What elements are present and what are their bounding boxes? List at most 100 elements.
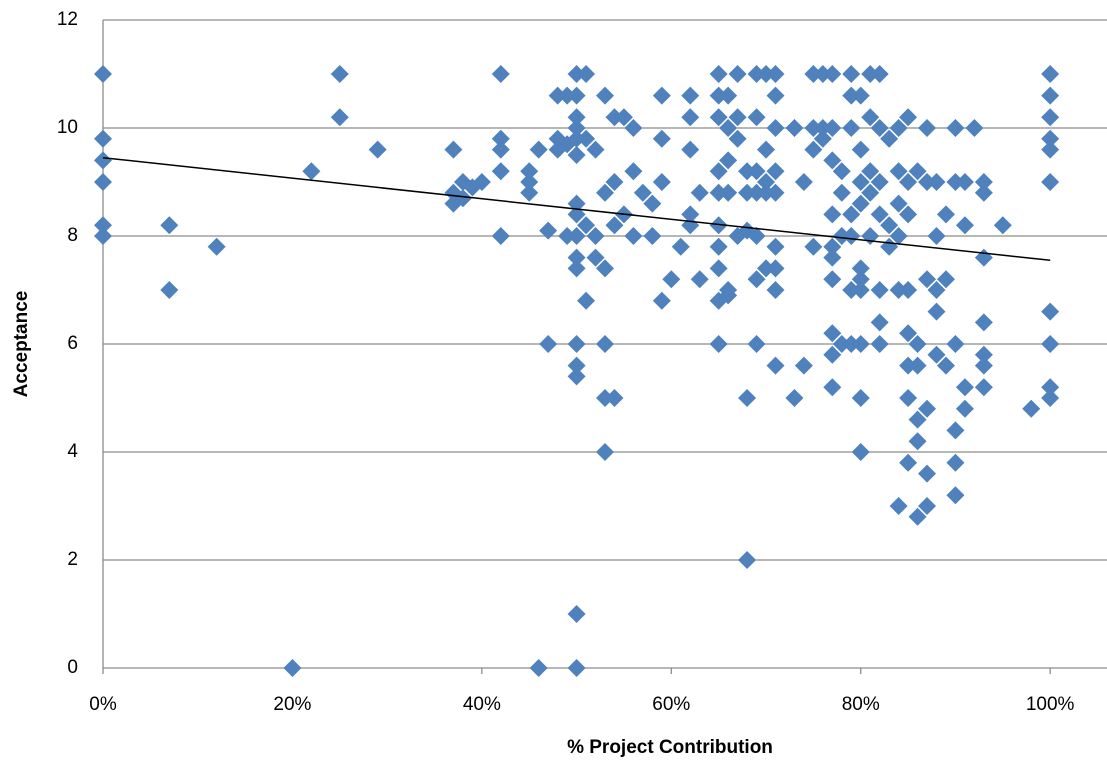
point bbox=[851, 389, 870, 407]
point bbox=[870, 313, 889, 332]
point bbox=[823, 248, 842, 267]
point bbox=[709, 216, 728, 235]
point bbox=[728, 65, 747, 83]
point bbox=[851, 173, 870, 191]
point bbox=[719, 119, 738, 137]
point bbox=[823, 237, 842, 256]
point bbox=[709, 335, 728, 353]
point bbox=[880, 216, 899, 235]
point bbox=[567, 108, 586, 127]
point bbox=[596, 86, 614, 105]
point bbox=[548, 86, 567, 105]
point bbox=[804, 65, 823, 83]
point bbox=[870, 335, 889, 353]
point bbox=[946, 421, 965, 440]
point bbox=[709, 108, 728, 127]
point bbox=[842, 227, 861, 245]
point bbox=[823, 205, 842, 224]
point bbox=[899, 205, 918, 224]
point bbox=[747, 270, 766, 289]
point bbox=[738, 551, 757, 569]
point bbox=[596, 183, 614, 202]
point bbox=[889, 194, 908, 213]
point bbox=[757, 259, 776, 278]
point bbox=[605, 108, 624, 127]
point bbox=[577, 65, 596, 83]
point bbox=[567, 259, 586, 278]
point bbox=[955, 216, 974, 235]
point bbox=[757, 65, 776, 83]
point bbox=[785, 389, 804, 407]
point bbox=[861, 227, 880, 245]
point bbox=[596, 443, 614, 461]
point bbox=[785, 119, 804, 137]
point bbox=[889, 119, 908, 137]
point bbox=[908, 335, 927, 353]
point bbox=[766, 237, 785, 256]
point bbox=[861, 65, 880, 83]
point bbox=[283, 659, 302, 677]
point bbox=[302, 162, 321, 181]
point bbox=[529, 659, 548, 677]
point bbox=[899, 281, 918, 299]
point bbox=[918, 464, 937, 483]
point bbox=[974, 173, 993, 191]
point bbox=[823, 119, 842, 137]
point bbox=[861, 108, 880, 127]
point bbox=[662, 270, 681, 289]
point bbox=[813, 65, 832, 83]
x-tick-label: 60% bbox=[652, 694, 690, 715]
point bbox=[766, 281, 785, 299]
point bbox=[813, 119, 832, 137]
point bbox=[1041, 108, 1060, 127]
point bbox=[709, 259, 728, 278]
point bbox=[974, 356, 993, 375]
point bbox=[974, 313, 993, 332]
point bbox=[160, 281, 179, 299]
y-tick-label: 12 bbox=[57, 9, 78, 30]
point bbox=[596, 335, 614, 353]
point bbox=[690, 270, 709, 289]
point bbox=[567, 356, 586, 375]
point bbox=[368, 140, 387, 159]
point bbox=[94, 173, 112, 191]
point bbox=[870, 119, 889, 137]
point bbox=[747, 108, 766, 127]
point bbox=[529, 140, 548, 159]
point bbox=[520, 162, 539, 181]
point bbox=[567, 86, 586, 105]
point bbox=[747, 227, 766, 245]
x-tick-label: 80% bbox=[842, 694, 880, 715]
point bbox=[889, 227, 908, 245]
point bbox=[832, 162, 851, 181]
point bbox=[558, 227, 577, 245]
point bbox=[870, 205, 889, 224]
point bbox=[728, 108, 747, 127]
point bbox=[899, 453, 918, 472]
point bbox=[605, 173, 624, 191]
point bbox=[577, 291, 596, 310]
x-tick-label: 20% bbox=[273, 694, 311, 715]
point bbox=[652, 129, 671, 148]
point bbox=[870, 65, 889, 83]
point bbox=[993, 216, 1012, 235]
point bbox=[851, 194, 870, 213]
point bbox=[880, 129, 899, 148]
point bbox=[766, 162, 785, 181]
point bbox=[974, 378, 993, 397]
point bbox=[709, 65, 728, 83]
point bbox=[1041, 86, 1060, 105]
point bbox=[889, 497, 908, 515]
point bbox=[861, 183, 880, 202]
point bbox=[899, 356, 918, 375]
point bbox=[681, 108, 700, 127]
point bbox=[94, 129, 112, 148]
y-tick-label: 8 bbox=[67, 225, 78, 246]
point bbox=[851, 259, 870, 278]
y-tick-label: 2 bbox=[67, 549, 78, 570]
point bbox=[927, 302, 946, 321]
point bbox=[539, 335, 558, 353]
point bbox=[614, 108, 633, 127]
point bbox=[851, 443, 870, 461]
